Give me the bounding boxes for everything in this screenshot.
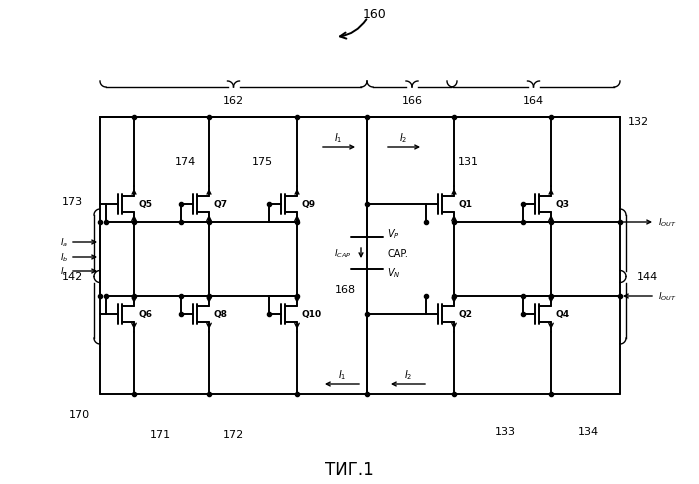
Text: $I_c$: $I_c$ [60, 265, 68, 278]
Text: Q5: Q5 [138, 200, 152, 209]
Text: Q1: Q1 [458, 200, 472, 209]
Text: CAP.: CAP. [387, 248, 408, 258]
Text: 166: 166 [401, 96, 422, 106]
Text: Q7: Q7 [213, 200, 227, 209]
Text: 134: 134 [577, 426, 598, 436]
Text: Q8: Q8 [213, 310, 227, 319]
Text: 131: 131 [458, 157, 479, 166]
Text: 164: 164 [523, 96, 544, 106]
Text: 132: 132 [628, 117, 649, 127]
Text: $V_N$: $V_N$ [387, 266, 401, 279]
Text: 160: 160 [363, 7, 387, 20]
Text: 168: 168 [334, 285, 356, 294]
Text: 175: 175 [252, 157, 273, 166]
Text: 174: 174 [174, 157, 196, 166]
Text: 133: 133 [494, 426, 515, 436]
Text: 172: 172 [222, 429, 244, 439]
Text: Q3: Q3 [555, 200, 569, 209]
Text: ΤИГ.1: ΤИГ.1 [324, 460, 373, 478]
Text: $I_1$: $I_1$ [333, 131, 343, 145]
Text: 173: 173 [62, 197, 82, 207]
Text: $I_1$: $I_1$ [338, 367, 346, 381]
Text: $I_a$: $I_a$ [60, 236, 68, 249]
Text: $V_P$: $V_P$ [387, 227, 400, 241]
Text: 170: 170 [69, 409, 90, 419]
Text: Q6: Q6 [138, 310, 152, 319]
Text: $I_2$: $I_2$ [404, 367, 412, 381]
Text: Q9: Q9 [301, 200, 315, 209]
Text: 162: 162 [223, 96, 244, 106]
Text: $I_2$: $I_2$ [399, 131, 408, 145]
Text: $I_{CAP}$: $I_{CAP}$ [334, 247, 351, 260]
Text: $I_{OUT}$: $I_{OUT}$ [658, 290, 677, 302]
Text: Q10: Q10 [301, 310, 321, 319]
Text: $I_b$: $I_b$ [59, 251, 68, 264]
Text: Q4: Q4 [555, 310, 569, 319]
Text: 171: 171 [150, 429, 171, 439]
Text: 142: 142 [62, 272, 83, 282]
Text: $I_{OUT}$: $I_{OUT}$ [658, 216, 677, 229]
Text: 144: 144 [637, 272, 658, 282]
Text: Q2: Q2 [458, 310, 472, 319]
